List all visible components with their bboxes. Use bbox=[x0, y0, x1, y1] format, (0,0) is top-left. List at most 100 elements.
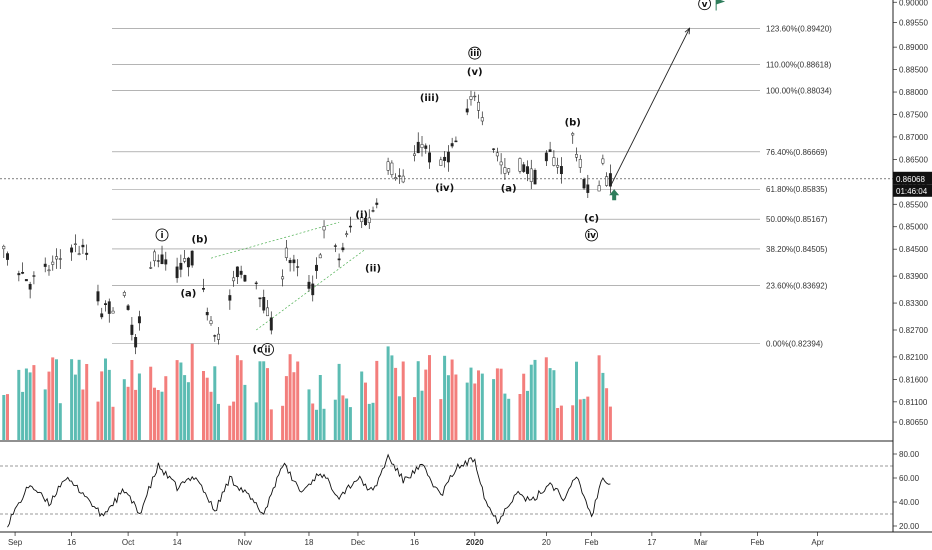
volume-bar bbox=[107, 369, 111, 440]
candle-body bbox=[183, 258, 187, 262]
wave-label: v bbox=[702, 0, 708, 10]
volume-bar bbox=[111, 406, 115, 440]
candle-body bbox=[477, 101, 480, 111]
volume-bar bbox=[518, 394, 522, 440]
x-tick-label: 20 bbox=[542, 538, 551, 547]
volume-bar bbox=[341, 395, 345, 440]
fib-label: 61.80%(0.85835) bbox=[766, 185, 828, 194]
y-tick-label: 0.82100 bbox=[899, 353, 928, 362]
volume-bar bbox=[85, 364, 89, 440]
y-tick-label: 0.85000 bbox=[899, 223, 928, 232]
volume-bar bbox=[73, 374, 77, 440]
x-tick-label: 18 bbox=[305, 538, 314, 547]
candle-body bbox=[175, 266, 179, 279]
x-tick-label: Mar bbox=[694, 538, 708, 547]
candle-body bbox=[100, 313, 104, 318]
fib-label: 0.00%(0.82394) bbox=[766, 340, 823, 349]
volume-bar bbox=[544, 357, 548, 440]
candle-body bbox=[239, 270, 243, 275]
wave-label: (c) bbox=[252, 344, 267, 355]
volume-bar bbox=[21, 391, 25, 440]
volume-bar bbox=[597, 355, 601, 440]
candle-body bbox=[213, 335, 217, 337]
buy-arrow-icon bbox=[609, 189, 620, 201]
volume-bar bbox=[480, 373, 484, 440]
candle-body bbox=[205, 312, 209, 316]
volume-bar bbox=[228, 405, 232, 440]
candle-body bbox=[428, 152, 432, 163]
x-tick-label: Apr bbox=[811, 538, 824, 547]
candle-body bbox=[134, 337, 138, 348]
candle-body bbox=[130, 324, 134, 335]
y-tick-label: 0.83300 bbox=[899, 299, 928, 308]
x-tick-label: Dec bbox=[351, 538, 365, 547]
volume-bar bbox=[390, 355, 394, 440]
volume-bar bbox=[601, 372, 605, 440]
flag-icon bbox=[716, 0, 726, 5]
volume-bar bbox=[77, 359, 81, 440]
volume-bar bbox=[6, 394, 9, 440]
x-tick-label: Nov bbox=[238, 538, 252, 547]
candle-body bbox=[21, 271, 25, 274]
candle-body bbox=[281, 276, 285, 280]
volume-bar bbox=[96, 401, 100, 440]
volume-bar bbox=[499, 368, 503, 440]
volume-bar bbox=[43, 389, 47, 440]
candle-body bbox=[345, 233, 349, 236]
y-tick-label: 0.84500 bbox=[899, 245, 928, 254]
candle-body bbox=[288, 260, 292, 264]
candle-body bbox=[337, 258, 341, 261]
volume-bar bbox=[153, 387, 156, 440]
wave-label: (ii) bbox=[365, 264, 381, 275]
volume-bar bbox=[582, 398, 586, 440]
fibonacci-levels: 0.00%(0.82394) 23.60%(0.83692) 38.20%(0.84… bbox=[0, 24, 893, 349]
candle-body bbox=[397, 175, 401, 177]
volume-bar bbox=[420, 390, 424, 440]
volume-bar bbox=[450, 359, 454, 440]
x-tick-label: Oct bbox=[122, 538, 135, 547]
candle-body bbox=[2, 245, 6, 250]
candle-body bbox=[360, 217, 364, 223]
candle-body bbox=[262, 297, 266, 311]
candle-body bbox=[126, 305, 130, 310]
volume-bar bbox=[164, 376, 168, 440]
volume-bar bbox=[360, 371, 364, 440]
volume-bar bbox=[333, 399, 337, 440]
wave-circle bbox=[585, 228, 599, 242]
candle-body bbox=[104, 303, 107, 305]
candle-body bbox=[454, 140, 458, 143]
x-tick-label: 16 bbox=[410, 538, 419, 547]
volume-bar bbox=[202, 371, 205, 440]
candle-body bbox=[307, 281, 311, 289]
candle-body bbox=[480, 117, 484, 122]
volume-bar bbox=[322, 408, 326, 440]
price-tag-label: 0.86068 bbox=[896, 175, 925, 184]
volume-bar bbox=[311, 403, 315, 440]
candle-body bbox=[424, 145, 428, 149]
x-tick-label: 17 bbox=[647, 538, 656, 547]
candle-body bbox=[556, 165, 560, 168]
volume-bar bbox=[473, 383, 477, 440]
candle-body bbox=[507, 168, 511, 173]
candle-body bbox=[202, 288, 205, 290]
candle-body bbox=[548, 149, 552, 152]
volume-bar bbox=[548, 368, 552, 440]
volume-bar bbox=[55, 359, 58, 440]
x-tick-label: Feb bbox=[585, 538, 599, 547]
candle-body bbox=[413, 153, 416, 156]
x-tick-label: 14 bbox=[173, 538, 182, 547]
channel-line bbox=[210, 221, 340, 259]
x-tick-label: 2020 bbox=[466, 538, 484, 547]
candle-body bbox=[318, 254, 322, 259]
volume-bar bbox=[126, 386, 130, 440]
volume-bar bbox=[175, 360, 179, 440]
candle-body bbox=[367, 217, 371, 223]
volume-bar bbox=[529, 364, 533, 440]
candle-body bbox=[446, 151, 450, 163]
wave-label: (c) bbox=[584, 213, 599, 224]
wave-circle bbox=[155, 228, 169, 242]
volume-bar bbox=[2, 395, 6, 440]
volume-bar bbox=[190, 343, 194, 440]
volume-bar bbox=[559, 405, 563, 440]
countdown-tag bbox=[893, 184, 932, 197]
